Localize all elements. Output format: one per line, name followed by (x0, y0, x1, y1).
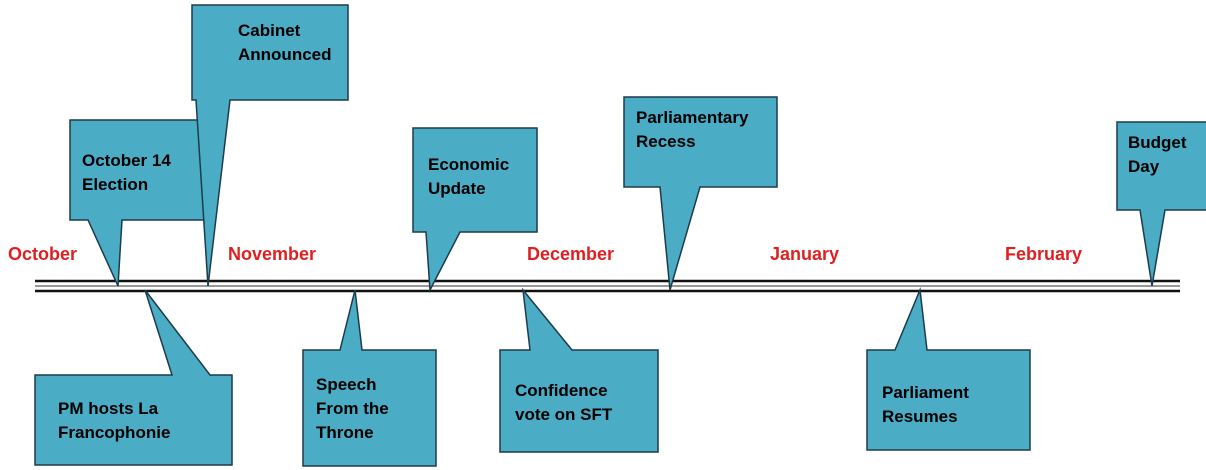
event-label: Update (428, 179, 486, 198)
callout-box (499, 287, 659, 453)
event-label: Cabinet (238, 21, 301, 40)
event-label: Budget (1128, 133, 1187, 152)
event-label: Parliament (882, 383, 969, 402)
event-label: Resumes (882, 407, 958, 426)
month-label: January (770, 244, 839, 264)
month-label: December (527, 244, 614, 264)
event-label: Parliamentary (636, 108, 749, 127)
callout-box (412, 127, 538, 293)
event-label: From the (316, 399, 389, 418)
callout-box (866, 287, 1031, 451)
callout-box (69, 119, 206, 287)
event-label: Throne (316, 423, 374, 442)
event-label: Francophonie (58, 423, 170, 442)
event-label: vote on SFT (515, 405, 613, 424)
callout-box (623, 96, 778, 291)
event-label: Announced (238, 45, 332, 64)
callout-box (1116, 121, 1206, 287)
callout-box (302, 289, 437, 467)
event-label: October 14 (82, 151, 171, 170)
event-label: Election (82, 175, 148, 194)
callout-box (191, 4, 349, 287)
event-label: Economic (428, 155, 509, 174)
event-label: Confidence (515, 381, 608, 400)
month-label: October (8, 244, 77, 264)
event-label: Speech (316, 375, 376, 394)
event-label: Day (1128, 157, 1160, 176)
callout-box (34, 289, 233, 466)
event-label: Recess (636, 132, 696, 151)
month-label: November (228, 244, 316, 264)
month-label: February (1005, 244, 1082, 264)
event-label: PM hosts La (58, 399, 159, 418)
